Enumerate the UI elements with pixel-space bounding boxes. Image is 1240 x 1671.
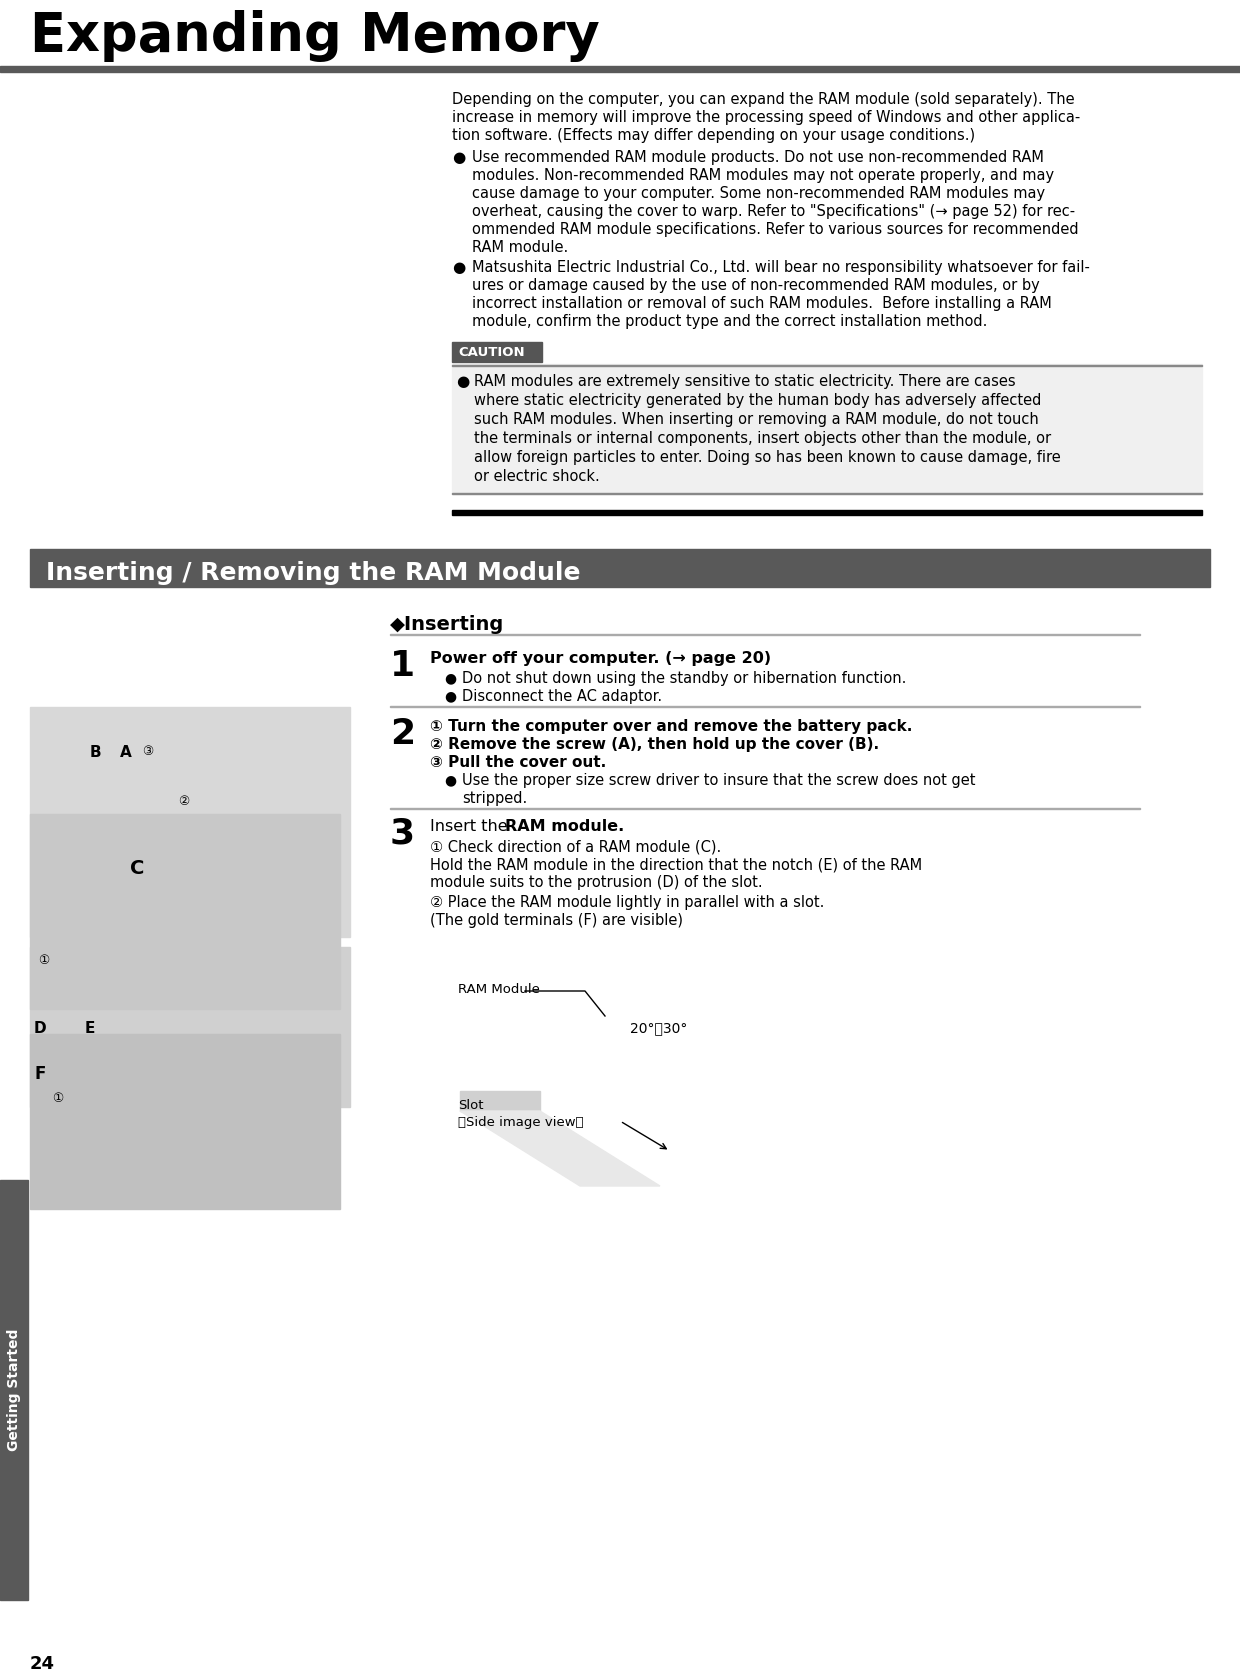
Bar: [460, 1091, 539, 1111]
Text: allow foreign particles to enter. Doing so has been known to cause damage, fire: allow foreign particles to enter. Doing …: [474, 449, 1060, 465]
Text: ③ Pull the cover out.: ③ Pull the cover out.: [430, 755, 606, 770]
Text: RAM module.: RAM module.: [505, 819, 624, 834]
Text: A: A: [120, 745, 131, 760]
Text: Expanding Memory: Expanding Memory: [30, 10, 600, 62]
Bar: [0, 65, 1240, 72]
Bar: [30, 707, 350, 937]
Bar: [453, 510, 1202, 515]
Text: 2: 2: [391, 717, 415, 750]
Text: ●: ●: [456, 374, 469, 389]
Text: ①: ①: [38, 954, 50, 968]
Text: CAUTION: CAUTION: [458, 346, 525, 359]
Bar: [30, 1034, 340, 1210]
Text: ◆Inserting: ◆Inserting: [391, 615, 505, 633]
Text: Insert the: Insert the: [430, 819, 513, 834]
Text: ① Turn the computer over and remove the battery pack.: ① Turn the computer over and remove the …: [430, 719, 913, 734]
Text: D: D: [33, 1021, 47, 1036]
Text: Power off your computer. (→ page 20): Power off your computer. (→ page 20): [430, 652, 771, 667]
Text: Do not shut down using the standby or hibernation function.: Do not shut down using the standby or hi…: [463, 672, 906, 687]
Text: RAM Module: RAM Module: [458, 983, 539, 996]
Bar: [30, 550, 1210, 587]
Text: ●: ●: [453, 150, 465, 165]
Text: incorrect installation or removal of such RAM modules.  Before installing a RAM: incorrect installation or removal of suc…: [472, 296, 1052, 311]
Text: （Side image view）: （Side image view）: [458, 1116, 584, 1130]
Text: Depending on the computer, you can expand the RAM module (sold separately). The: Depending on the computer, you can expan…: [453, 92, 1075, 107]
Text: C: C: [130, 859, 144, 877]
Text: Use the proper size screw driver to insure that the screw does not get: Use the proper size screw driver to insu…: [463, 774, 976, 789]
Bar: [30, 814, 340, 1009]
Text: Slot: Slot: [458, 1100, 484, 1111]
Text: ●: ●: [444, 672, 456, 685]
Text: (The gold terminals (F) are visible): (The gold terminals (F) are visible): [430, 912, 683, 927]
Text: ① Check direction of a RAM module (C).: ① Check direction of a RAM module (C).: [430, 839, 722, 854]
Text: Matsushita Electric Industrial Co., Ltd. will bear no responsibility whatsoever : Matsushita Electric Industrial Co., Ltd.…: [472, 261, 1090, 276]
Bar: [0, 1180, 29, 1601]
Text: 20°～30°: 20°～30°: [630, 1021, 687, 1034]
Bar: [30, 947, 350, 1106]
Text: ●: ●: [444, 688, 456, 703]
Text: ② Place the RAM module lightly in parallel with a slot.: ② Place the RAM module lightly in parall…: [430, 896, 825, 911]
Text: such RAM modules. When inserting or removing a RAM module, do not touch: such RAM modules. When inserting or remo…: [474, 413, 1039, 428]
Text: Hold the RAM module in the direction that the notch (E) of the RAM: Hold the RAM module in the direction tha…: [430, 857, 923, 872]
Bar: [453, 364, 1202, 495]
Bar: [453, 343, 542, 363]
Text: ●: ●: [453, 261, 465, 276]
Text: tion software. (Effects may differ depending on your usage conditions.): tion software. (Effects may differ depen…: [453, 129, 975, 144]
Text: increase in memory will improve the processing speed of Windows and other applic: increase in memory will improve the proc…: [453, 110, 1080, 125]
Text: ●: ●: [444, 774, 456, 787]
Text: 24: 24: [30, 1654, 55, 1671]
Text: ② Remove the screw (A), then hold up the cover (B).: ② Remove the screw (A), then hold up the…: [430, 737, 879, 752]
Text: module suits to the protrusion (D) of the slot.: module suits to the protrusion (D) of th…: [430, 876, 763, 891]
Text: or electric shock.: or electric shock.: [474, 470, 600, 485]
Text: RAM modules are extremely sensitive to static electricity. There are cases: RAM modules are extremely sensitive to s…: [474, 374, 1016, 389]
Text: ③: ③: [143, 745, 154, 759]
Text: Disconnect the AC adaptor.: Disconnect the AC adaptor.: [463, 688, 662, 703]
Text: 1: 1: [391, 648, 415, 683]
Text: the terminals or internal components, insert objects other than the module, or: the terminals or internal components, in…: [474, 431, 1052, 446]
Text: overheat, causing the cover to warp. Refer to "Specifications" (→ page 52) for r: overheat, causing the cover to warp. Ref…: [472, 204, 1075, 219]
Text: ①: ①: [52, 1093, 63, 1105]
Text: RAM module.: RAM module.: [472, 241, 568, 256]
Text: Use recommended RAM module products. Do not use non-recommended RAM: Use recommended RAM module products. Do …: [472, 150, 1044, 165]
Text: where static electricity generated by the human body has adversely affected: where static electricity generated by th…: [474, 393, 1042, 408]
Text: B: B: [91, 745, 102, 760]
Text: F: F: [33, 1064, 46, 1083]
Text: E: E: [86, 1021, 95, 1036]
Text: modules. Non-recommended RAM modules may not operate properly, and may: modules. Non-recommended RAM modules may…: [472, 169, 1054, 184]
Text: Inserting / Removing the RAM Module: Inserting / Removing the RAM Module: [46, 561, 580, 585]
Text: stripped.: stripped.: [463, 790, 527, 805]
Bar: [430, 951, 790, 1121]
Text: ②: ②: [179, 795, 190, 809]
Text: 3: 3: [391, 817, 415, 851]
Text: module, confirm the product type and the correct installation method.: module, confirm the product type and the…: [472, 314, 987, 329]
Text: cause damage to your computer. Some non-recommended RAM modules may: cause damage to your computer. Some non-…: [472, 185, 1045, 201]
Text: ures or damage caused by the use of non-recommended RAM modules, or by: ures or damage caused by the use of non-…: [472, 277, 1040, 292]
Text: Getting Started: Getting Started: [7, 1328, 21, 1450]
Text: ommended RAM module specifications. Refer to various sources for recommended: ommended RAM module specifications. Refe…: [472, 222, 1079, 237]
Polygon shape: [460, 1111, 660, 1186]
